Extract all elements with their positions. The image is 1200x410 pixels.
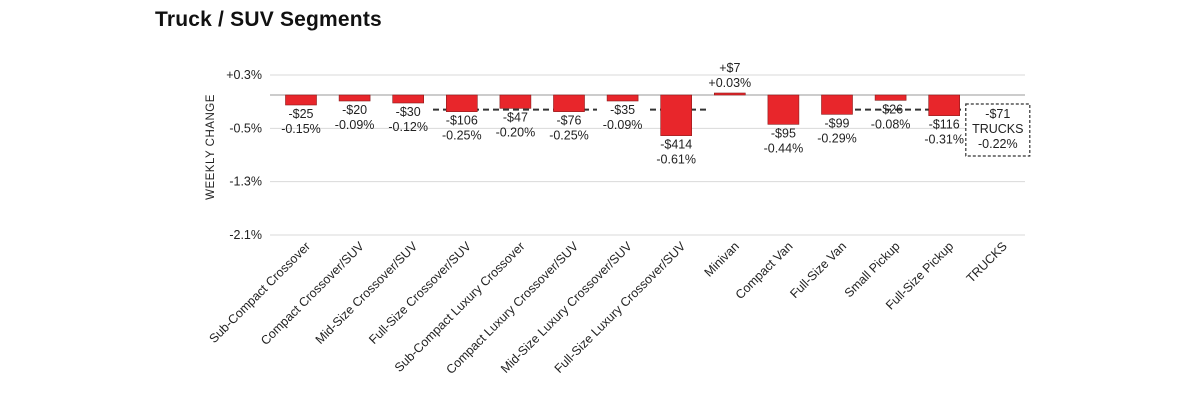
y-tick-label: +0.3% [226, 68, 262, 82]
y-tick-label: -1.3% [229, 175, 262, 189]
data-label-percent: -0.25% [442, 129, 482, 143]
data-label-percent: -0.25% [549, 129, 589, 143]
data-label-percent: -0.61% [656, 153, 696, 167]
data-label-percent: -0.44% [764, 141, 804, 155]
data-label-percent: -0.09% [603, 118, 643, 132]
summary-percent: -0.22% [978, 137, 1018, 151]
y-tick-label: -0.5% [229, 121, 262, 135]
data-label-percent: -0.20% [496, 125, 536, 139]
x-tick-label: Compact Van [733, 239, 796, 302]
gridlines [270, 74, 1025, 236]
bar [445, 94, 478, 112]
bar [874, 94, 907, 101]
x-tick-label: Compact Crossover/SUV [258, 239, 367, 348]
data-label-dollar: -$95 [771, 126, 796, 140]
chart-title: Truck / SUV Segments [155, 8, 382, 31]
y-tick-label: -2.1% [229, 228, 262, 242]
data-label-percent: +0.03% [708, 76, 751, 90]
x-tick-label: TRUCKS [964, 239, 1010, 285]
data-label-percent: -0.08% [871, 117, 911, 131]
bar [392, 94, 425, 104]
x-tick-label: Sub-Compact Crossover [206, 239, 313, 346]
data-label-dollar: -$35 [610, 103, 635, 117]
data-label-dollar: -$76 [556, 114, 581, 128]
bar [713, 92, 746, 96]
y-axis-title: WEEKLY CHANGE [205, 94, 217, 200]
data-label-percent: -0.15% [281, 122, 321, 136]
bar [499, 94, 532, 109]
bar [660, 94, 693, 136]
x-tick-label: Full-Size Crossover/SUV [366, 239, 474, 347]
data-label-percent: -0.31% [924, 133, 964, 147]
data-label-dollar: -$47 [503, 110, 528, 124]
x-tick-label: Full-Size Van [787, 239, 849, 301]
data-label-dollar: -$99 [824, 116, 849, 130]
summary-label: TRUCKS [972, 122, 1023, 136]
data-label-dollar: -$26 [878, 102, 903, 116]
bar [928, 94, 961, 116]
data-label-percent: -0.29% [817, 131, 857, 145]
data-label-dollar: -$116 [929, 118, 960, 132]
y-axis: +0.3% -0.5% -1.3% -2.1% [226, 68, 262, 242]
data-label-dollar: -$30 [396, 105, 421, 119]
bar [285, 94, 317, 106]
data-label-dollar: -$106 [446, 114, 478, 128]
data-label-percent: -0.09% [335, 118, 375, 132]
bar [767, 94, 800, 125]
data-label-percent: -0.12% [388, 120, 428, 134]
x-tick-label: Minivan [702, 239, 742, 279]
summary-dollar: -$71 [985, 107, 1010, 121]
bar [821, 94, 853, 115]
data-label-dollar: +$7 [719, 61, 740, 75]
bars [285, 92, 961, 136]
data-label-dollar: -$414 [660, 138, 692, 152]
summary-box [965, 103, 1031, 157]
data-label-dollar: -$20 [342, 103, 367, 117]
data-labels: -$25-0.15%-$20-0.09%-$30-0.12% -$106-0.25… [281, 61, 1031, 167]
x-tick-label: Mid-Size Crossover/SUV [313, 239, 421, 347]
bar [553, 94, 585, 112]
data-label-dollar: -$25 [288, 107, 313, 121]
bar [606, 94, 639, 102]
bar [338, 94, 371, 102]
